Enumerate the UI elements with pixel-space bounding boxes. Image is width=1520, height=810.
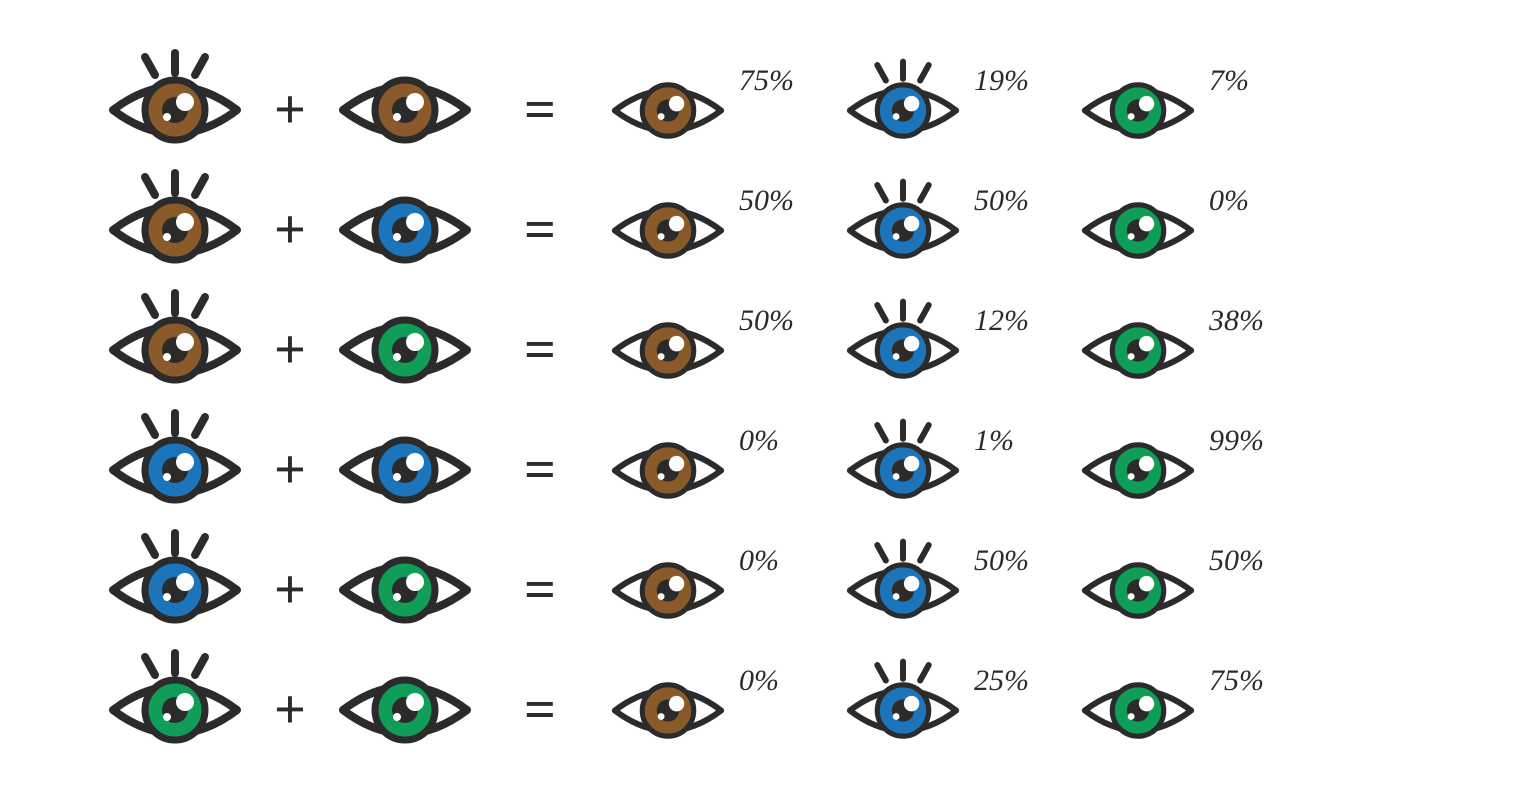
percentage-label: 99% <box>1205 410 1305 458</box>
percentage-label: 75% <box>1205 650 1305 698</box>
eye-parent2-r4 <box>330 535 480 645</box>
eye-parent2-r1 <box>330 175 480 285</box>
percentage-label: 38% <box>1205 290 1305 338</box>
equals-symbol: = <box>480 558 600 622</box>
row-0: + = 75% 19% 7% <box>100 50 1440 170</box>
eye-parent2-r3 <box>330 415 480 525</box>
row-2: + = 50% 12% 38% <box>100 290 1440 410</box>
plus-symbol: + <box>250 78 330 142</box>
row-4: + = 0% 50% 50% <box>100 530 1440 650</box>
eye-color-chart: + = 75% 19% 7% + = 50% 50% 0% + = 50% 12% 38% + = 0% 1% 99%… <box>0 0 1520 810</box>
eye-parent1-r4 <box>100 535 250 645</box>
eye-out2-r1 <box>1070 183 1205 278</box>
eye-out1-r0 <box>835 63 970 158</box>
eye-out0-r0 <box>600 63 735 158</box>
percentage-label: 19% <box>970 50 1070 98</box>
equals-symbol: = <box>480 318 600 382</box>
eye-out0-r5 <box>600 663 735 758</box>
eye-out1-r5 <box>835 663 970 758</box>
percentage-label: 7% <box>1205 50 1305 98</box>
eye-out0-r2 <box>600 303 735 398</box>
percentage-label: 0% <box>735 650 835 698</box>
percentage-label: 1% <box>970 410 1070 458</box>
equals-symbol: = <box>480 198 600 262</box>
equals-symbol: = <box>480 678 600 742</box>
row-3: + = 0% 1% 99% <box>100 410 1440 530</box>
plus-symbol: + <box>250 198 330 262</box>
eye-parent1-r3 <box>100 415 250 525</box>
eye-out0-r1 <box>600 183 735 278</box>
percentage-label: 0% <box>735 410 835 458</box>
equals-symbol: = <box>480 438 600 502</box>
eye-parent2-r2 <box>330 295 480 405</box>
eye-out2-r5 <box>1070 663 1205 758</box>
percentage-label: 50% <box>1205 530 1305 578</box>
percentage-label: 0% <box>735 530 835 578</box>
eye-out2-r3 <box>1070 423 1205 518</box>
row-1: + = 50% 50% 0% <box>100 170 1440 290</box>
eye-parent1-r1 <box>100 175 250 285</box>
eye-out2-r0 <box>1070 63 1205 158</box>
plus-symbol: + <box>250 678 330 742</box>
percentage-label: 0% <box>1205 170 1305 218</box>
percentage-label: 50% <box>970 530 1070 578</box>
percentage-label: 50% <box>735 170 835 218</box>
eye-parent1-r5 <box>100 655 250 765</box>
eye-parent1-r2 <box>100 295 250 405</box>
eye-out1-r3 <box>835 423 970 518</box>
plus-symbol: + <box>250 558 330 622</box>
eye-parent2-r5 <box>330 655 480 765</box>
percentage-label: 12% <box>970 290 1070 338</box>
eye-out1-r2 <box>835 303 970 398</box>
percentage-label: 50% <box>735 290 835 338</box>
percentage-label: 75% <box>735 50 835 98</box>
equals-symbol: = <box>480 78 600 142</box>
eye-out2-r2 <box>1070 303 1205 398</box>
plus-symbol: + <box>250 318 330 382</box>
eye-out2-r4 <box>1070 543 1205 638</box>
eye-out0-r3 <box>600 423 735 518</box>
eye-out0-r4 <box>600 543 735 638</box>
eye-out1-r1 <box>835 183 970 278</box>
eye-out1-r4 <box>835 543 970 638</box>
plus-symbol: + <box>250 438 330 502</box>
eye-parent2-r0 <box>330 55 480 165</box>
percentage-label: 50% <box>970 170 1070 218</box>
percentage-label: 25% <box>970 650 1070 698</box>
eye-parent1-r0 <box>100 55 250 165</box>
row-5: + = 0% 25% 75% <box>100 650 1440 770</box>
